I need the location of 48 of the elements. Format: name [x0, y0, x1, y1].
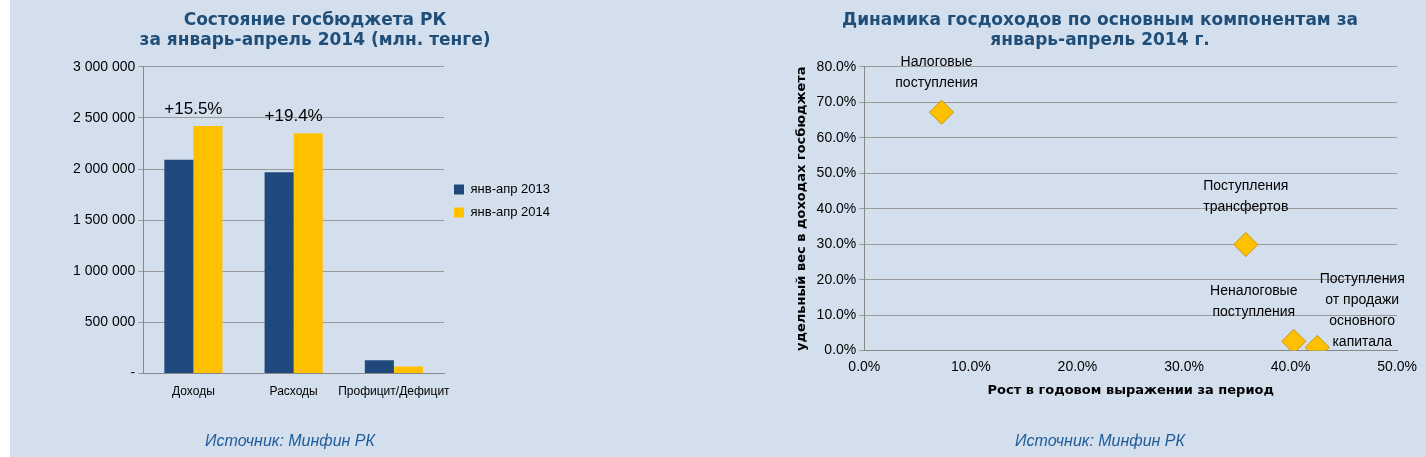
y-tick-label: 80.0%: [816, 57, 857, 74]
series-label: Неналоговые поступления: [1210, 282, 1298, 320]
point: [929, 99, 955, 125]
x-tick-label: 30.0%: [1164, 357, 1204, 374]
y-tick-label: 2 000 000: [72, 159, 136, 176]
text: Источник: Минфин РК: [204, 432, 377, 450]
bar: [264, 172, 294, 374]
annotation: +19.4%: [264, 106, 323, 126]
x-tick-label: 40.0%: [1270, 357, 1311, 374]
bar: [193, 126, 223, 374]
x-tick-label: 50.0%: [1377, 357, 1417, 374]
y-tick-label: 1 000 000: [72, 262, 136, 279]
x-tick-label: Доходы: [172, 384, 215, 399]
y-axis-title: удельный вес в доходах госбюджета: [793, 66, 809, 351]
text: Источник: Минфин РК: [1014, 432, 1187, 450]
x-tick-label: 20.0%: [1057, 357, 1098, 374]
y-tick-label: 500 000: [84, 313, 136, 330]
point: [1281, 328, 1307, 351]
text: Поступления трансфертов: [1203, 177, 1289, 215]
y-tick-label: 50.0%: [816, 164, 857, 181]
x-tick-label: Расходы: [269, 384, 318, 399]
chart-title: Динамика госдоходов по основным компонентам за январь-апрель 2014 г.: [841, 8, 1359, 50]
y-tick-label: 70.0%: [816, 93, 857, 110]
legend-label: янв-апр 2013: [470, 181, 551, 197]
x-axis-title: Рост в годовом выражении за период: [987, 381, 1274, 397]
y-tick-label: 2 500 000: [72, 108, 136, 125]
annotation: +15.5%: [164, 99, 223, 119]
y-tick-label: 0.0%: [824, 341, 857, 358]
y-tick-label: 40.0%: [816, 199, 857, 216]
x-tick-label: Профицит/Дефицит: [338, 384, 451, 399]
y-tick-label: 3 000 000: [72, 57, 136, 74]
bar: [364, 360, 394, 374]
chart-title: Состояние госбюджета РК за январь-апрель 2014 (млн. тенге): [139, 8, 491, 50]
point: [1233, 232, 1259, 258]
y-tick-label: 10.0%: [816, 305, 857, 322]
bar: [393, 366, 423, 374]
y-tick-label: 1 500 000: [72, 211, 136, 228]
y-tick-label: 30.0%: [816, 235, 857, 252]
bar: [164, 159, 194, 374]
bar: [293, 133, 323, 374]
y-tick-label: 60.0%: [816, 128, 857, 145]
series-label: Поступления от продажи основного капитала: [1319, 270, 1405, 350]
y-tick-label: 20.0%: [816, 270, 857, 287]
x-tick-label: 10.0%: [951, 357, 991, 374]
x-tick-label: 0.0%: [848, 357, 881, 374]
y-tick-label: -: [130, 364, 136, 381]
legend-label: янв-апр 2014: [470, 204, 551, 220]
text: Налоговые поступления: [895, 53, 978, 91]
